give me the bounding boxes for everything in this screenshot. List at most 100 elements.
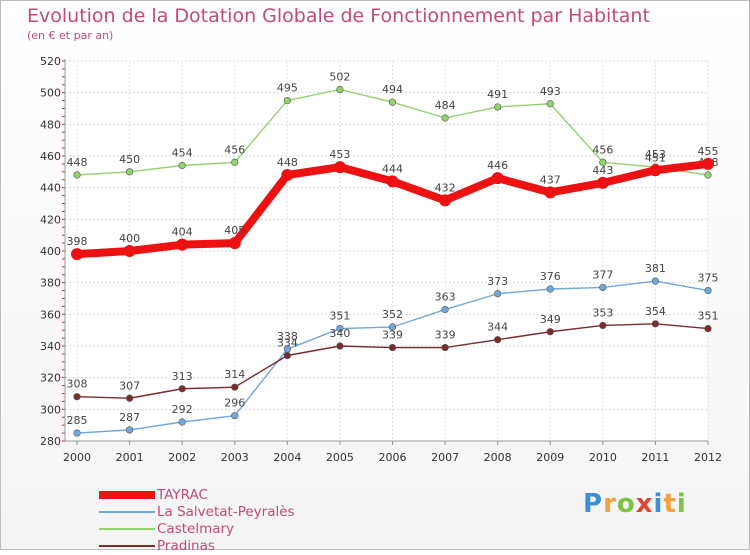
data-label: 448 [67, 156, 88, 169]
x-tick-label: 2011 [641, 451, 669, 464]
legend-label: Castelmary [157, 521, 235, 537]
data-label: 285 [67, 414, 88, 427]
data-point [228, 237, 241, 250]
legend-label: La Salvetat-Peyralès [157, 504, 295, 520]
data-point [123, 245, 136, 257]
data-point [73, 393, 81, 401]
y-tick-label: 500 [40, 87, 61, 100]
data-point [546, 285, 554, 293]
data-point [544, 186, 557, 199]
data-label: 454 [172, 147, 193, 160]
y-tick-label: 460 [40, 150, 61, 163]
data-point [125, 168, 134, 176]
data-point [494, 336, 502, 344]
y-tick-label: 380 [40, 277, 61, 290]
y-tick-label: 420 [40, 213, 61, 226]
brand-letter: t [663, 489, 677, 519]
data-label: 450 [119, 153, 140, 166]
data-point [441, 343, 449, 352]
data-point [283, 351, 291, 360]
legend-swatch [99, 511, 155, 513]
data-label: 308 [67, 378, 88, 391]
y-tick-label: 400 [40, 245, 61, 258]
data-label: 448 [277, 156, 298, 169]
data-point [283, 96, 291, 105]
data-point [704, 286, 712, 295]
x-tick-label: 2007 [431, 451, 459, 464]
legend-swatch [99, 545, 155, 547]
data-label: 400 [119, 232, 140, 245]
data-label: 351 [698, 310, 719, 323]
data-label: 296 [224, 397, 245, 410]
data-label: 352 [382, 308, 403, 321]
data-point [336, 324, 344, 333]
chart-subtitle: (en € et par an) [27, 29, 114, 42]
brand-letter: x [635, 489, 654, 519]
data-label: 446 [487, 159, 508, 172]
x-tick-label: 2001 [116, 451, 144, 464]
data-label: 338 [277, 330, 298, 343]
data-label: 340 [329, 327, 350, 340]
chart-title: Evolution de la Dotation Globale de Fonc… [27, 5, 650, 27]
x-tick-label: 2003 [221, 451, 249, 464]
data-label: 493 [540, 85, 561, 98]
data-point [704, 324, 712, 333]
data-label: 495 [277, 82, 298, 95]
brand-letter: r [603, 489, 617, 519]
data-point [651, 320, 660, 328]
data-label: 484 [435, 99, 456, 112]
y-tick-label: 520 [40, 55, 61, 68]
data-label: 377 [592, 268, 613, 281]
data-point [333, 161, 346, 174]
data-point [73, 171, 81, 179]
data-point [178, 161, 186, 170]
data-label: 453 [329, 148, 350, 161]
data-label: 292 [172, 403, 193, 416]
data-point [546, 100, 554, 108]
data-point [599, 283, 607, 292]
data-label: 373 [487, 275, 508, 288]
brand-logo: Proxiti [583, 489, 687, 519]
data-label: 381 [645, 262, 666, 275]
data-label: 405 [224, 224, 245, 237]
x-tick-label: 2010 [589, 451, 617, 464]
data-label: 351 [329, 310, 350, 323]
y-tick-label: 480 [40, 118, 61, 131]
data-point [178, 418, 186, 426]
data-label: 453 [645, 148, 666, 161]
x-tick-label: 2000 [63, 451, 91, 464]
data-label: 353 [592, 306, 613, 319]
y-tick-label: 440 [40, 182, 61, 195]
data-label: 287 [119, 411, 140, 424]
data-label: 494 [382, 83, 403, 96]
data-point [441, 114, 449, 122]
data-point [599, 321, 607, 330]
data-label: 339 [435, 329, 456, 342]
data-point [71, 248, 83, 261]
data-point [231, 158, 239, 166]
y-tick-label: 320 [40, 372, 61, 385]
data-label: 314 [224, 368, 245, 381]
data-point [599, 158, 607, 166]
data-point [125, 394, 134, 402]
data-label: 437 [540, 173, 561, 186]
data-label: 456 [224, 143, 245, 156]
legend-swatch [99, 491, 155, 499]
x-tick-label: 2009 [536, 451, 564, 464]
x-tick-label: 2002 [168, 451, 196, 464]
data-point [176, 238, 189, 251]
data-label: 339 [382, 329, 403, 342]
data-label: 375 [698, 272, 719, 285]
data-point [596, 176, 609, 189]
x-tick-label: 2005 [326, 451, 354, 464]
x-tick-label: 2006 [379, 451, 407, 464]
data-label: 443 [592, 164, 613, 177]
data-label: 349 [540, 313, 561, 326]
data-point [704, 171, 712, 179]
brand-letter: i [653, 489, 664, 519]
x-tick-label: 2004 [273, 451, 301, 464]
data-label: 491 [487, 88, 508, 101]
y-tick-label: 300 [40, 403, 61, 416]
data-point [439, 194, 452, 207]
